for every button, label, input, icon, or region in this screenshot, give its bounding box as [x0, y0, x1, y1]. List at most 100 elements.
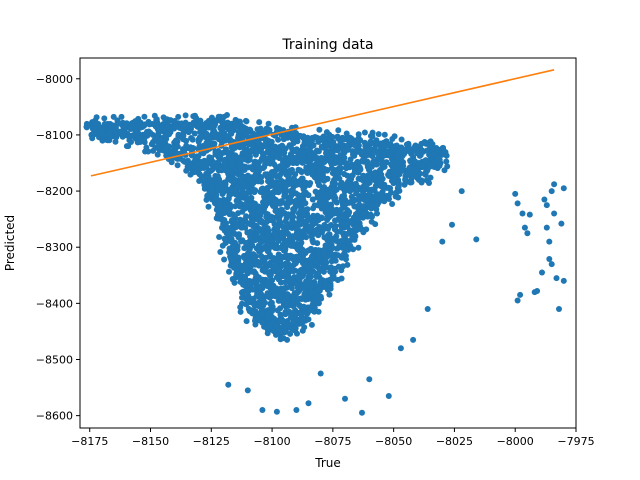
data-point [104, 137, 111, 144]
data-point [145, 148, 152, 155]
data-point [366, 376, 373, 383]
data-point [237, 154, 244, 161]
data-point [363, 196, 370, 203]
y-tick-label: −8400 [36, 297, 73, 310]
data-point [149, 140, 156, 146]
data-point [232, 186, 238, 193]
data-point [233, 197, 240, 204]
data-point [217, 179, 224, 186]
data-point [303, 248, 310, 255]
data-point [300, 151, 306, 158]
data-point [348, 161, 355, 168]
data-point [324, 201, 331, 208]
data-point [344, 240, 351, 247]
data-point [226, 192, 233, 199]
data-point [400, 163, 407, 169]
data-point [258, 309, 265, 316]
data-point [343, 130, 350, 137]
data-point [293, 190, 299, 197]
data-point [543, 202, 550, 209]
chart-title: Training data [281, 37, 373, 53]
data-point [397, 345, 404, 352]
data-point [189, 145, 196, 152]
data-point [271, 221, 278, 228]
data-point [265, 279, 272, 285]
data-point [386, 152, 393, 159]
data-point [242, 266, 249, 273]
data-point [361, 129, 368, 136]
data-point [258, 218, 265, 224]
data-point [92, 118, 99, 125]
data-point [391, 133, 398, 140]
data-point [249, 166, 256, 173]
data-point [268, 192, 275, 199]
data-point [321, 159, 328, 165]
x-tick-label: −8025 [436, 435, 473, 448]
data-point [218, 167, 225, 174]
data-point [514, 297, 521, 304]
data-point [221, 113, 227, 120]
data-point [203, 131, 210, 138]
data-point [216, 234, 223, 240]
data-point [213, 164, 220, 171]
data-point [296, 268, 303, 275]
data-point [325, 223, 332, 230]
data-point [311, 295, 318, 302]
data-point [197, 165, 204, 172]
data-point [269, 157, 276, 164]
data-point [285, 200, 292, 207]
data-point [373, 161, 380, 168]
data-point [250, 223, 257, 230]
data-point [306, 277, 312, 284]
data-point [300, 270, 307, 277]
data-point [514, 200, 521, 207]
data-point [383, 159, 390, 166]
data-point [539, 269, 545, 276]
data-point [262, 265, 269, 272]
data-point [363, 152, 370, 158]
y-tick-label: −8300 [36, 241, 73, 254]
data-point [118, 113, 125, 120]
data-point [287, 212, 294, 219]
data-point [350, 151, 357, 158]
data-point [426, 180, 432, 186]
data-point [191, 164, 198, 171]
data-point [242, 156, 248, 163]
data-point [313, 258, 319, 265]
data-point [153, 116, 160, 123]
data-point [548, 188, 555, 195]
data-point [246, 201, 253, 207]
data-point [210, 123, 217, 130]
y-tick-label: −8500 [36, 354, 73, 367]
data-point [301, 200, 308, 207]
data-point [360, 203, 367, 210]
data-point [259, 234, 266, 241]
data-point [232, 250, 238, 257]
data-point [329, 140, 336, 147]
x-tick-label: −8075 [314, 435, 351, 448]
data-point [274, 274, 280, 281]
data-point [414, 150, 421, 157]
data-point [512, 190, 519, 197]
data-point [410, 336, 417, 343]
data-point [347, 134, 353, 141]
x-tick-label: −8000 [497, 435, 534, 448]
data-point [246, 126, 253, 133]
data-point [268, 299, 275, 306]
data-point [546, 238, 553, 245]
data-point [260, 165, 266, 172]
data-point [339, 142, 346, 149]
data-point [434, 149, 441, 156]
data-point [548, 261, 555, 268]
data-point [372, 177, 379, 184]
data-point [308, 290, 315, 297]
data-point [172, 123, 179, 130]
data-point [337, 228, 344, 235]
data-point [119, 133, 126, 140]
data-point [385, 393, 392, 399]
data-point [239, 294, 245, 301]
data-point [123, 120, 130, 127]
data-point [266, 322, 273, 329]
data-point [193, 169, 200, 175]
data-point [436, 156, 443, 163]
